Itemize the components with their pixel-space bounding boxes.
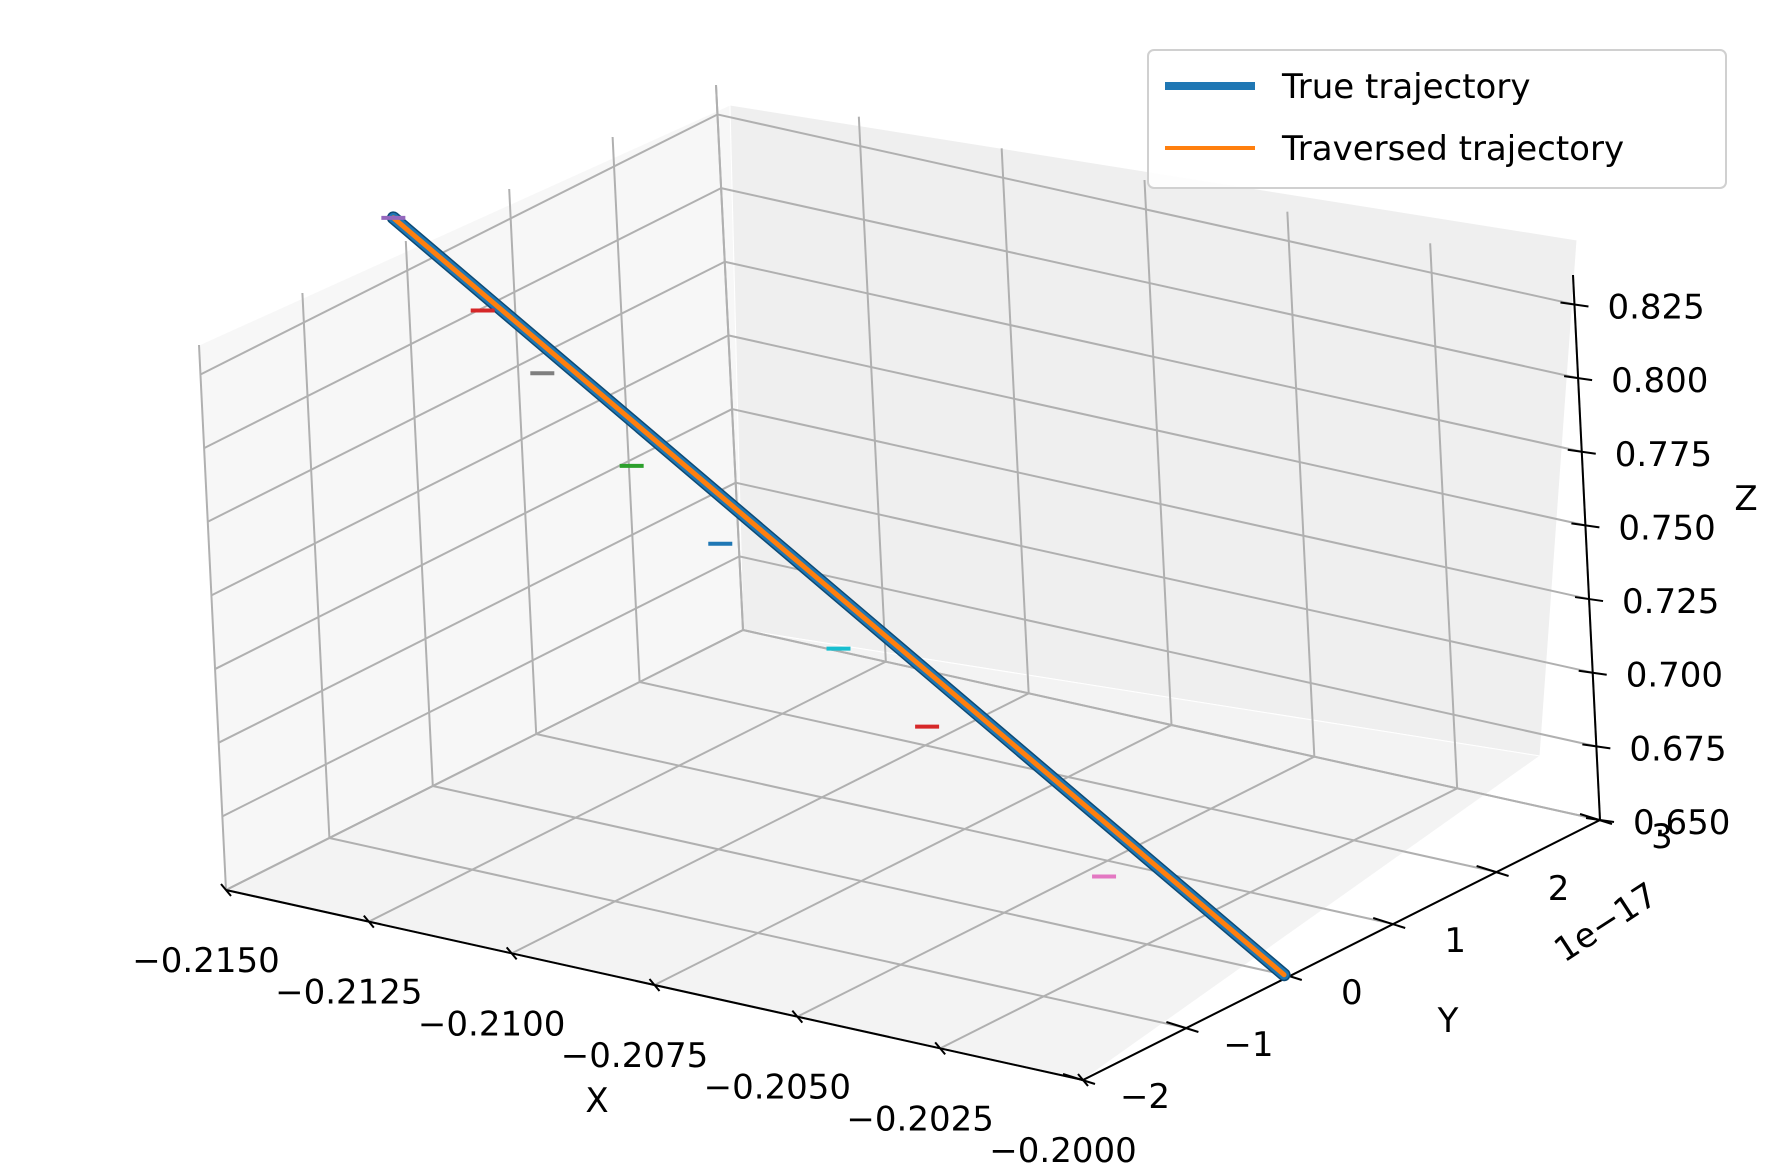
x-tick-label: −0.2050: [704, 1068, 851, 1108]
z-tick: [1571, 522, 1600, 529]
x-tick: [934, 1041, 946, 1055]
z-gridline: [214, 408, 733, 670]
z-tick: [1563, 375, 1593, 382]
y-tick: [1372, 917, 1406, 929]
x-axis-label: X: [585, 1081, 608, 1121]
point-markers: [381, 215, 1117, 879]
y-gridline: [404, 240, 434, 787]
series-layer: [386, 211, 1291, 982]
y-gridline: [715, 84, 744, 631]
z-gridline: [735, 481, 1593, 674]
y-tick: [1062, 1073, 1096, 1085]
legend-label-traversed: Traversed trajectory: [1281, 129, 1624, 169]
z-gridline: [724, 260, 1582, 453]
y-gridline: [639, 681, 1497, 873]
y-tick-label: 1: [1444, 921, 1466, 961]
z-axis-label: Z: [1734, 479, 1757, 519]
x-gridline: [1000, 148, 1030, 694]
z-tick-label: 0.650: [1633, 803, 1730, 843]
z-tick-label: 0.750: [1618, 508, 1715, 548]
y-tick-label: 0: [1341, 973, 1363, 1013]
y-gridline: [432, 785, 1291, 977]
z-gridline: [207, 260, 726, 523]
z-gridline: [742, 629, 1601, 821]
z-tick-label: 0.675: [1629, 729, 1726, 769]
z-gridline: [731, 408, 1590, 601]
z-gridline: [203, 187, 722, 450]
y-tick-label: 2: [1548, 869, 1570, 909]
z-tick-label: 0.825: [1607, 287, 1704, 327]
z-gridline: [218, 481, 737, 744]
axes: [220, 274, 1615, 1087]
x-tick: [220, 883, 232, 897]
y-tick: [1166, 1021, 1199, 1033]
y-gridline: [329, 837, 1187, 1029]
legend-box: [1147, 49, 1727, 189]
x-tick-label: −0.2100: [418, 1004, 565, 1044]
z-tick: [1578, 669, 1607, 676]
z-tick: [1574, 596, 1604, 603]
x-gridline: [1286, 211, 1316, 757]
y-gridline: [301, 292, 331, 839]
x-tick: [648, 978, 661, 992]
z-gridline: [210, 334, 729, 597]
z-tick: [1567, 448, 1596, 455]
z-gridline: [221, 555, 740, 818]
x-tick-label: −0.2000: [989, 1131, 1136, 1170]
grid-lines: [198, 84, 1601, 1081]
z-tick-label: 0.800: [1611, 361, 1708, 401]
y-axis-label: Y: [1437, 1001, 1459, 1041]
y-tick-label: 3: [1651, 817, 1673, 857]
x-tick-label: −0.2025: [846, 1099, 993, 1139]
z-gridline: [717, 113, 1575, 306]
traversed-trajectory-line: [390, 215, 1287, 978]
x-gridline: [1429, 243, 1459, 789]
legend: True trajectory Traversed trajectory: [1147, 49, 1727, 189]
x-tick-label: −0.2125: [275, 973, 422, 1013]
z-tick: [1585, 817, 1615, 823]
x-tick: [505, 946, 518, 960]
x-tick-label: −0.2150: [132, 941, 279, 981]
y-tick-label: −2: [1120, 1077, 1170, 1117]
x-gridline: [857, 116, 887, 662]
y-axis-line: [1082, 819, 1601, 1081]
z-gridline: [225, 629, 744, 891]
legend-label-true: True trajectory: [1281, 67, 1530, 107]
z-axis-line: [1572, 274, 1601, 821]
x-gridline: [939, 787, 1458, 1050]
x-gridline: [368, 660, 887, 923]
y-tick: [1476, 865, 1509, 877]
y-tick-label: −1: [1223, 1025, 1273, 1065]
z-tick-label: 0.775: [1615, 435, 1712, 475]
x-gridline: [1143, 179, 1173, 726]
tick-labels: −0.2150−0.2125−0.2100−0.2075−0.2050−0.20…: [132, 287, 1730, 1170]
x-tick: [791, 1010, 804, 1024]
z-tick: [1582, 743, 1611, 750]
x-gridline: [654, 724, 1172, 986]
y-gridline: [198, 344, 227, 891]
z-gridline: [720, 187, 1579, 380]
z-gridline: [739, 555, 1597, 748]
y-gridline: [508, 188, 538, 735]
x-tick: [363, 915, 375, 929]
z-gridline: [728, 334, 1586, 527]
x-gridline: [796, 755, 1315, 1018]
x-gridline: [511, 692, 1030, 955]
z-tick-label: 0.700: [1626, 656, 1723, 696]
x-tick-label: −0.2075: [561, 1036, 708, 1076]
z-tick: [1560, 301, 1589, 308]
z-gridline: [200, 113, 718, 376]
y-gridline: [535, 733, 1394, 925]
z-tick-label: 0.725: [1622, 582, 1719, 622]
